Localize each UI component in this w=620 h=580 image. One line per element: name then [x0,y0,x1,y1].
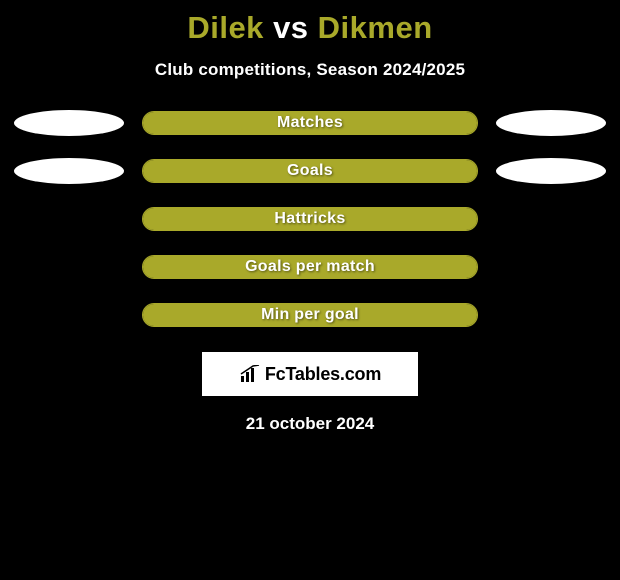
player1-name: Dilek [187,10,264,45]
stat-row: Goals per match [14,254,606,280]
logo: FcTables.com [239,364,381,385]
stat-bar: Goals per match [142,255,478,279]
vs-label: vs [273,10,308,45]
bar-fill-left [143,256,477,278]
bar-fill-left [143,160,477,182]
player2-marker [496,158,606,184]
stat-row: 00Hattricks [14,206,606,232]
stat-row: Min per goal [14,302,606,328]
bar-fill-right [203,112,477,134]
player2-marker [496,110,606,136]
logo-text: FcTables.com [265,364,381,385]
stat-row: 00Goals [14,158,606,184]
comparison-card: Dilek vs Dikmen Club competitions, Seaso… [0,0,620,434]
stat-bar: Min per goal [142,303,478,327]
bar-fill-left [143,112,203,134]
logo-box: FcTables.com [202,352,418,396]
date-label: 21 october 2024 [246,414,375,434]
bar-fill-left [143,208,477,230]
player1-marker [14,158,124,184]
page-title: Dilek vs Dikmen [187,6,432,50]
logo-chart-icon [239,365,261,383]
player1-marker [14,110,124,136]
player2-name: Dikmen [318,10,433,45]
stat-bar: 00Goals [142,159,478,183]
subtitle: Club competitions, Season 2024/2025 [155,60,465,80]
stat-bar: 19Matches [142,111,478,135]
stat-row: 19Matches [14,110,606,136]
bar-fill-left [143,304,477,326]
stat-bar: 00Hattricks [142,207,478,231]
stats-list: 19Matches 00Goals 00Hattricks Goals per mat… [14,110,606,350]
